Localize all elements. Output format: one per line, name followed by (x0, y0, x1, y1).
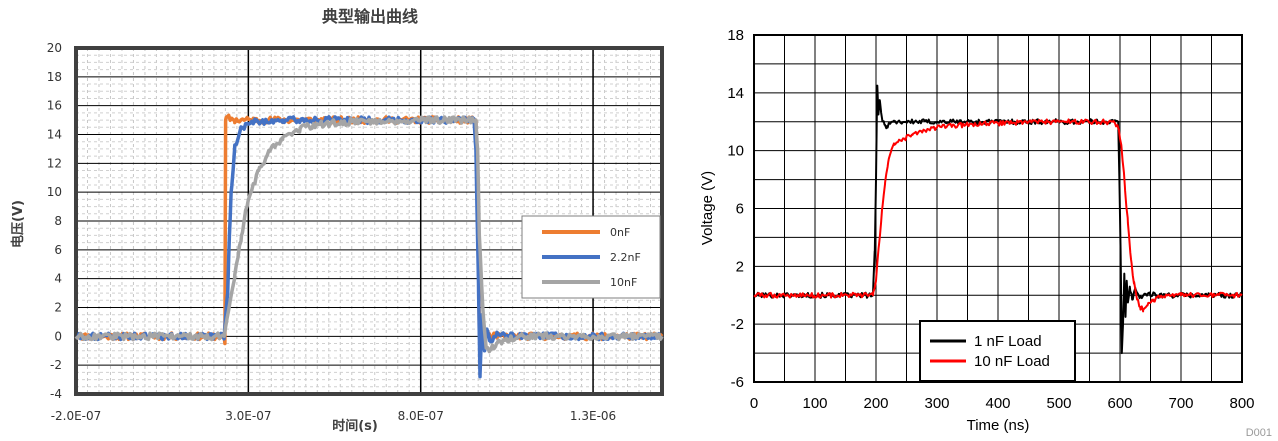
left-y-tick-label: 14 (47, 128, 62, 142)
right-legend-label: 10 nF Load (974, 353, 1050, 370)
left-x-tick-label: -2.0E-07 (51, 409, 102, 423)
left-y-tick-label: 8 (54, 214, 62, 228)
left-y-tick-label: -4 (50, 387, 62, 401)
right-legend-label: 1 nF Load (974, 333, 1042, 350)
right-x-axis-label: Time (ns) (967, 417, 1030, 434)
right-series-line (753, 118, 1243, 313)
left-chart-title: 典型输出曲线 (322, 7, 418, 26)
right-x-tick-label: 0 (750, 395, 758, 412)
left-y-tick-label: 12 (47, 156, 62, 170)
right-y-tick-label: -6 (731, 374, 744, 391)
right-x-tick-label: 700 (1168, 395, 1193, 412)
left-y-axis-label: 电压(V) (10, 200, 26, 248)
right-y-tick-label: 2 (736, 258, 744, 275)
left-y-tick-label: 10 (47, 185, 62, 199)
right-x-tick-label: 200 (863, 395, 888, 412)
right-y-tick-label: 6 (736, 201, 744, 218)
right-y-tick-label: 14 (727, 85, 744, 102)
left-y-tick-label: 18 (47, 70, 62, 84)
right-x-tick-label: 300 (924, 395, 949, 412)
left-series-line (74, 115, 664, 354)
right-x-tick-label: 800 (1229, 395, 1254, 412)
right-x-tick-label: 100 (802, 395, 827, 412)
left-y-tick-label: 6 (54, 243, 62, 257)
left-legend-label: 0nF (610, 226, 630, 239)
right-legend (919, 320, 1076, 382)
left-x-tick-label: 1.3E-06 (570, 409, 616, 423)
right-chart: Time (ns) Voltage (V) D001 0 100 200 300 400… (699, 27, 1272, 439)
right-x-tick-label: 400 (985, 395, 1010, 412)
right-y-tick-label: -2 (731, 316, 744, 333)
left-x-tick-label: 8.0E-07 (398, 409, 444, 423)
left-y-tick-label: 2 (54, 301, 62, 315)
left-y-tick-label: 4 (54, 272, 62, 286)
right-x-tick-label: 500 (1046, 395, 1071, 412)
left-legend-label: 2.2nF (610, 251, 641, 264)
left-legend-label: 10nF (610, 276, 637, 289)
left-x-tick-label: 3.0E-07 (225, 409, 271, 423)
left-y-tick-label: -2 (50, 358, 62, 372)
left-chart: 典型输出曲线 时间(s) 电压(V) -4 -2 0 2 4 6 8 10 12 14 16 18 20… (10, 7, 664, 434)
left-plot-frame (74, 46, 664, 396)
left-y-tick-label: 20 (47, 41, 62, 55)
right-chart-corner-label: D001 (1246, 427, 1272, 439)
right-y-tick-label: 10 (727, 143, 744, 160)
left-x-axis-label: 时间(s) (332, 418, 378, 434)
left-y-tick-label: 16 (47, 99, 62, 113)
right-x-tick-label: 600 (1107, 395, 1132, 412)
right-y-axis-label: Voltage (V) (699, 171, 716, 245)
left-y-tick-label: 0 (54, 329, 62, 343)
right-y-tick-label: 18 (727, 27, 744, 44)
